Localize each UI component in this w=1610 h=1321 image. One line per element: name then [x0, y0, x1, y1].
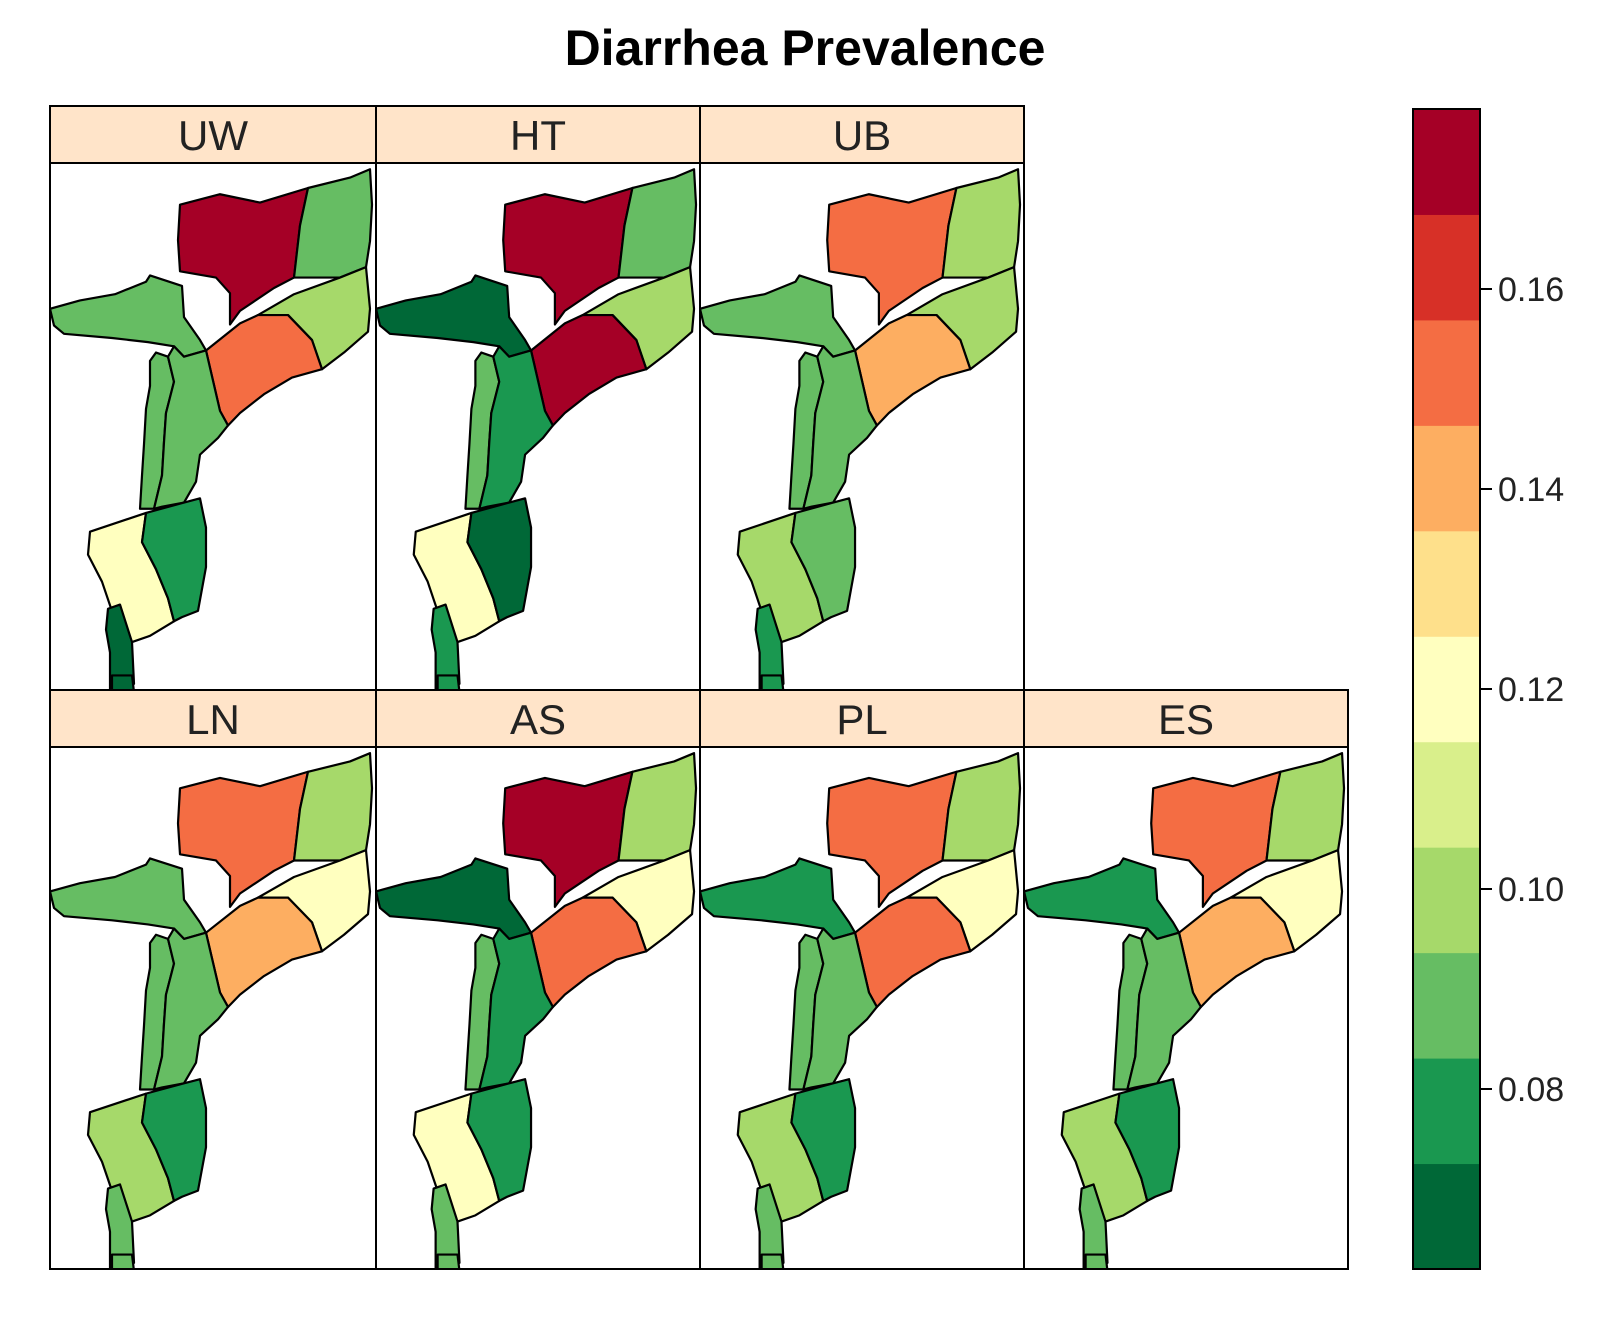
panel-strip — [1023, 689, 1349, 748]
figure-title: Diarrhea Prevalence — [565, 20, 1046, 76]
region-inhambane — [142, 498, 206, 621]
region-zambezia — [531, 315, 646, 425]
region-inhambane — [467, 498, 531, 621]
panel-strip — [49, 689, 377, 748]
map-panels: UW HT UB LN AS PL ES — [49, 105, 1349, 1270]
region-niassa — [178, 772, 308, 907]
map-shapes — [376, 169, 697, 690]
region-cabo-delgado — [619, 169, 697, 277]
region-inhambane — [791, 498, 855, 621]
legend-bin — [1413, 1058, 1480, 1165]
map-shapes — [376, 753, 697, 1269]
panel-label: PL — [836, 696, 887, 743]
region-cabo-delgado — [1267, 753, 1345, 860]
panel-label: HT — [510, 112, 566, 159]
legend-tick-label: 0.08 — [1498, 1071, 1564, 1109]
choropleth-map — [376, 753, 697, 1269]
region-cabo-delgado — [294, 753, 372, 860]
region-maputo-city — [762, 1255, 784, 1269]
legend-bin — [1413, 1163, 1480, 1270]
region-zambezia — [855, 898, 970, 1007]
legend-tick-label: 0.16 — [1498, 271, 1564, 309]
panel-label: UB — [833, 112, 891, 159]
region-niassa — [827, 772, 956, 907]
legend-bin — [1413, 214, 1480, 321]
choropleth-map — [700, 169, 1021, 690]
region-inhambane — [1115, 1079, 1179, 1201]
panel-strip — [375, 689, 701, 748]
legend-tick-label: 0.12 — [1498, 671, 1564, 709]
region-cabo-delgado — [294, 169, 372, 277]
panel-ub: UB — [699, 105, 1025, 691]
region-tete — [1024, 858, 1179, 938]
choropleth-map — [700, 753, 1021, 1269]
map-shapes — [50, 753, 372, 1269]
region-maputo-city — [1086, 1255, 1108, 1269]
panel-strip — [375, 105, 701, 164]
region-niassa — [178, 188, 308, 324]
region-maputo-city — [762, 675, 784, 690]
region-maputo-city — [438, 675, 460, 690]
region-inhambane — [791, 1079, 855, 1201]
legend-bin — [1413, 741, 1480, 848]
region-inhambane — [467, 1079, 531, 1201]
region-inhambane — [142, 1079, 206, 1201]
region-maputo-city — [438, 1255, 460, 1269]
region-zambezia — [1179, 898, 1294, 1007]
map-shapes — [700, 169, 1021, 690]
choropleth-map — [50, 169, 372, 690]
region-zambezia — [206, 315, 322, 425]
map-shapes — [700, 753, 1021, 1269]
panel-pl: PL — [699, 689, 1025, 1270]
panel-uw: UW — [49, 105, 377, 691]
panel-label: UW — [178, 112, 248, 159]
panel-strip — [699, 689, 1025, 748]
panel-as: AS — [375, 689, 701, 1270]
region-niassa — [1151, 772, 1280, 907]
map-shapes — [50, 169, 372, 690]
region-maputo-city — [112, 675, 134, 690]
panel-label: ES — [1158, 696, 1214, 743]
legend-bin — [1413, 636, 1480, 743]
region-tete — [376, 275, 531, 356]
region-tete — [376, 858, 531, 938]
region-niassa — [503, 772, 632, 907]
region-tete — [50, 275, 206, 356]
panel-es: ES — [1023, 689, 1349, 1270]
choropleth-map — [50, 753, 372, 1269]
region-niassa — [827, 188, 956, 324]
region-tete — [50, 858, 206, 938]
region-tete — [700, 858, 855, 938]
choropleth-map — [1024, 753, 1345, 1269]
panel-ht: HT — [375, 105, 701, 691]
legend-bin — [1413, 952, 1480, 1059]
region-zambezia — [206, 898, 322, 1007]
color-legend: 0.08 0.10 0.12 0.14 0.16 — [1412, 108, 1564, 1270]
map-shapes — [1024, 753, 1345, 1269]
region-zambezia — [531, 898, 646, 1007]
panel-label: AS — [510, 696, 566, 743]
legend-bin — [1413, 425, 1480, 532]
legend-tick-label: 0.10 — [1498, 871, 1564, 909]
region-zambezia — [855, 315, 970, 425]
panel-label: LN — [186, 696, 240, 743]
legend-bin — [1413, 109, 1480, 215]
region-tete — [700, 275, 855, 356]
panel-strip — [699, 105, 1025, 164]
choropleth-map — [376, 169, 697, 690]
region-cabo-delgado — [943, 169, 1021, 277]
legend-bin — [1413, 530, 1480, 637]
legend-bin — [1413, 847, 1480, 954]
legend-tick-label: 0.14 — [1498, 471, 1564, 509]
legend-bin — [1413, 319, 1480, 426]
region-cabo-delgado — [943, 753, 1021, 860]
region-maputo-city — [112, 1255, 134, 1269]
region-cabo-delgado — [619, 753, 697, 860]
region-niassa — [503, 188, 632, 324]
panel-ln: LN — [49, 689, 377, 1270]
